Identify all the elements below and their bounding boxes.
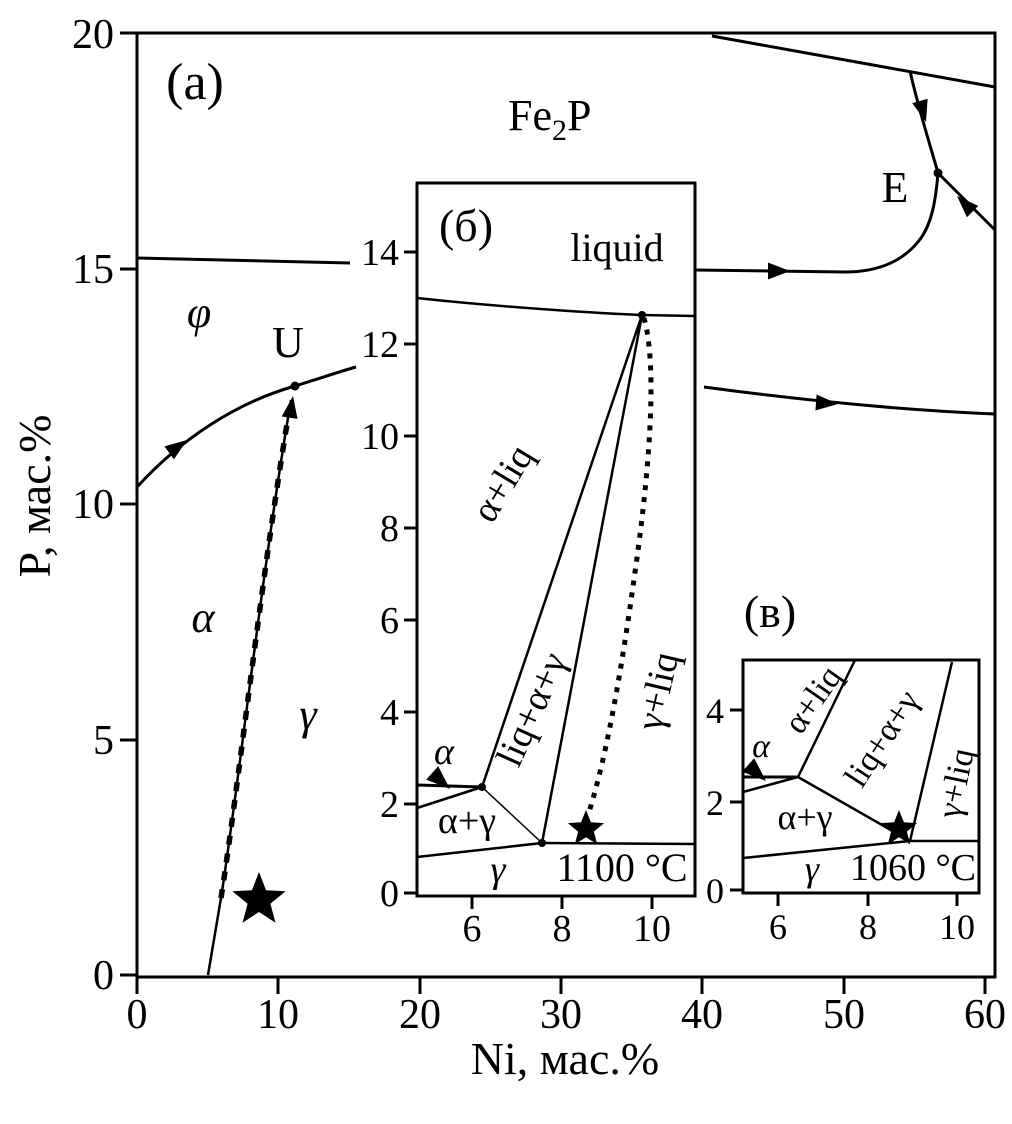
U-point-label: U — [272, 318, 304, 367]
panel-b-junction-bottom-dot — [538, 839, 546, 847]
gamma-region-label: γ — [299, 690, 318, 739]
panel-v-x-ticks — [776, 893, 959, 906]
panel-b-gamma-upper — [416, 841, 543, 859]
x-axis-title: Ni, мас.% — [471, 1033, 659, 1084]
panel-v-gamma-upper — [742, 839, 911, 860]
star-marker-a — [232, 872, 286, 923]
y-tick-label: 20 — [72, 12, 114, 58]
panel-b-liquid-label: liquid — [570, 225, 663, 270]
panel-b-x-tick-label: 8 — [553, 908, 572, 950]
panel-b-liq-triangle-right — [540, 314, 644, 844]
panel-b-y-tick-label: 6 — [380, 600, 399, 642]
panel-b-liq-triangle-left — [480, 314, 644, 788]
panel-v-gamma-liq-left — [908, 661, 954, 842]
panel-b-frame — [415, 181, 697, 898]
panel-b-alpha-arrow — [426, 766, 450, 789]
panel-b-y-tick-label: 4 — [380, 692, 399, 734]
star-marker-v — [880, 810, 918, 845]
x-tick-label: 50 — [823, 992, 865, 1038]
fe2p-region-label: Fe2P — [508, 91, 591, 147]
panel-a-label: (a) — [166, 54, 224, 111]
panel-a: 20 15 10 5 0 0 10 20 30 40 50 60 Ni, мас… — [9, 12, 1006, 1084]
panel-b-tie-line — [481, 786, 543, 844]
arrow-on-gamma-fe2p-boundary — [815, 394, 838, 411]
y-axis-title: P, мас.% — [9, 415, 60, 578]
panel-b-alpha-gamma-upper — [416, 785, 483, 810]
panel-b-y-tick-label: 10 — [361, 416, 399, 458]
panel-b-label: (б) — [439, 200, 493, 251]
y-tick-label: 10 — [72, 482, 114, 528]
panel-b-y-ticks — [404, 250, 417, 895]
panel-v-y-tick-label: 4 — [706, 691, 724, 731]
panel-b-y-tick-label: 12 — [361, 324, 399, 366]
panel-v-alpha-liq-right — [796, 659, 857, 778]
x-tick-label: 30 — [540, 992, 582, 1038]
panel-b-invariant-dot — [638, 311, 646, 319]
x-tick-label: 60 — [964, 992, 1006, 1038]
U-point-dot — [290, 381, 300, 391]
x-axis-ticks — [135, 977, 987, 994]
panel-v-alpha-arrow — [742, 758, 766, 781]
panel-b: 14 12 10 8 6 4 2 0 6 8 10 (б) liquid α+l… — [361, 181, 697, 950]
panel-b-alpha-gamma-label: α+γ — [438, 800, 496, 842]
panel-b-liquidus — [416, 296, 696, 318]
panel-b-gamma-label: γ — [491, 849, 507, 891]
panel-b-alpha-label: α — [434, 731, 455, 773]
upper-boundary-line — [711, 34, 996, 89]
monovariant-line-to-U — [135, 365, 357, 489]
x-tick-label: 0 — [127, 992, 148, 1038]
y-tick-label: 0 — [93, 953, 114, 999]
panel-b-y-tick-label: 8 — [380, 508, 399, 550]
panel-b-junction-left-dot — [478, 783, 486, 791]
panel-b-temperature-label: 1100 °C — [556, 845, 687, 890]
y-tick-label: 5 — [93, 718, 114, 764]
arrow-on-branch-to-E — [912, 98, 928, 122]
panel-b-x-tick-label: 10 — [633, 908, 671, 950]
panel-v-alpha-gamma-label: α+γ — [777, 797, 832, 837]
panel-v-label: (в) — [744, 586, 796, 637]
x-tick-label: 10 — [257, 992, 299, 1038]
y-tick-label: 15 — [72, 247, 114, 293]
panel-v-gamma-label: γ — [805, 849, 820, 889]
panel-v-x-tick-label: 8 — [859, 907, 877, 947]
arrow-toward-E-right — [957, 196, 979, 218]
dashed-crystallization-path — [218, 399, 294, 899]
arrow-toward-E-lower — [768, 262, 790, 280]
panel-v-alpha-gamma-upper — [742, 775, 799, 794]
y-axis-ticks — [120, 31, 137, 977]
E-point-label: E — [882, 163, 909, 212]
panel-b-x-ticks — [470, 896, 654, 909]
arrow-on-dashed-path — [281, 396, 298, 419]
panel-b-alpha-line — [416, 783, 483, 789]
boundary-to-E-lower-curve — [694, 172, 940, 274]
panel-v-y-tick-label: 0 — [706, 871, 724, 911]
phi-upper-boundary-line — [136, 256, 351, 265]
panel-v-x-tick-label: 10 — [939, 907, 975, 947]
gamma-fe2p-boundary-line — [703, 385, 996, 416]
alpha-region-label: α — [191, 593, 215, 642]
panel-v-x-tick-label: 6 — [769, 907, 787, 947]
x-tick-label: 40 — [681, 992, 723, 1038]
panel-b-y-tick-label: 2 — [380, 784, 399, 826]
branch-to-E-line — [908, 70, 940, 174]
panel-b-y-tick-label: 14 — [361, 232, 399, 274]
panel-b-x-tick-label: 6 — [463, 908, 482, 950]
x-tick-label: 20 — [399, 992, 441, 1038]
panel-v-alpha-label: α — [752, 728, 771, 765]
phi-region-label: φ — [187, 288, 211, 337]
panel-b-y-tick-label: 0 — [380, 873, 399, 915]
panel-v: 4 2 0 6 8 10 (в) α+liq liq+α+γ γ+liq α α… — [706, 586, 982, 947]
panel-v-temperature-label: 1060 °C — [850, 847, 976, 889]
panel-v-y-tick-label: 2 — [706, 783, 724, 823]
star-marker-b — [567, 810, 605, 845]
panel-v-y-ticks — [730, 708, 743, 892]
E-point-dot — [933, 168, 943, 178]
panel-b-gamma-liq-lower — [541, 841, 696, 846]
arrow-on-monovariant-line — [164, 440, 187, 460]
